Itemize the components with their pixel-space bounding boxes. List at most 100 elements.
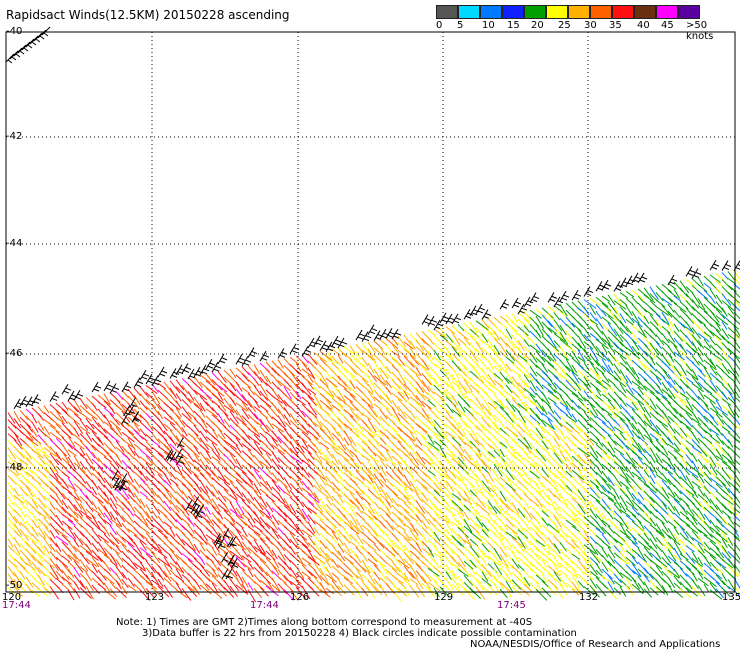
wind-barb: [703, 464, 712, 475]
wind-barb: [529, 407, 541, 421]
wind-barb: [637, 568, 649, 579]
wind-barb: [511, 411, 518, 421]
wind-barb: [13, 432, 23, 447]
wind-barb: [67, 547, 77, 560]
wind-barb: [49, 473, 62, 485]
wind-barb: [577, 335, 587, 349]
wind-barb: [679, 483, 692, 496]
wind-barb: [559, 325, 567, 336]
wind-barb: [319, 456, 330, 464]
wind-barb: [121, 536, 135, 548]
wind-barb: [619, 299, 628, 306]
flagged-barb: [583, 286, 594, 297]
wind-barb: [205, 569, 217, 578]
wind-barb: [667, 422, 676, 434]
wind-barb: [73, 567, 81, 578]
wind-barb: [703, 548, 717, 559]
wind-barb: [43, 426, 51, 436]
wind-barb: [457, 330, 470, 341]
wind-barb: [673, 491, 682, 501]
wind-barb: [145, 392, 155, 401]
wind-barb: [409, 459, 419, 470]
wind-barb: [649, 503, 658, 513]
wind-barb: [367, 579, 378, 593]
wind-barb: [145, 399, 157, 409]
wind-barb: [667, 464, 676, 472]
wind-barb: [571, 476, 580, 485]
wind-barb: [481, 522, 489, 532]
wind-barb: [517, 424, 525, 433]
wind-barb: [469, 475, 479, 483]
wind-barb: [505, 349, 516, 362]
wind-barb: [529, 547, 541, 561]
wind-barb: [661, 577, 672, 588]
wind-barb: [529, 421, 538, 430]
wind-barb: [97, 401, 107, 409]
wind-barb: [283, 435, 292, 446]
wind-barb: [613, 384, 621, 392]
wind-barb: [523, 346, 536, 359]
wind-barb: [427, 427, 441, 438]
wind-barb: [367, 355, 377, 363]
wind-barb: [379, 437, 387, 445]
wind-barb: [661, 542, 672, 552]
wind-barb: [643, 413, 653, 427]
wind-barb: [631, 310, 640, 324]
wind-barb: [625, 452, 636, 465]
wind-barb: [175, 428, 185, 440]
wind-barb: [589, 480, 600, 488]
wind-barb: [295, 523, 304, 536]
wind-barb: [469, 363, 478, 373]
wind-barb: [307, 521, 316, 534]
wind-barb: [271, 549, 278, 560]
wind-barb: [415, 360, 429, 371]
wind-barb: [451, 556, 461, 568]
wind-barb: [241, 422, 251, 430]
wind-barb: [145, 385, 158, 394]
wind-barb: [277, 380, 291, 392]
wind-barb: [451, 500, 464, 512]
wind-barb: [127, 500, 136, 513]
wind-barb: [529, 575, 539, 585]
wind-barb: [175, 421, 184, 433]
wind-barb: [547, 467, 558, 480]
wind-barb: [103, 477, 113, 489]
wind-barb: [145, 455, 153, 465]
wind-barb: [493, 471, 500, 480]
wind-barb: [451, 332, 461, 346]
flagged-barb: [17, 44, 27, 55]
wind-barb: [679, 518, 691, 527]
wind-barb: [607, 483, 616, 491]
wind-barb: [685, 321, 695, 335]
wind-barb: [433, 566, 443, 575]
wind-barb: [355, 484, 365, 495]
wind-barb: [577, 538, 586, 551]
wind-barb: [427, 343, 435, 352]
wind-barb: [661, 536, 672, 549]
wind-barb: [223, 509, 236, 522]
wind-barb: [397, 489, 410, 501]
wind-barb: [373, 445, 384, 457]
wind-barb: [271, 556, 280, 569]
wind-barb: [355, 358, 364, 368]
legend-swatch: [634, 5, 656, 19]
wind-barb: [67, 477, 77, 492]
wind-barb: [715, 273, 725, 281]
wind-barb: [313, 478, 322, 491]
wind-barb: [13, 530, 21, 538]
wind-barb: [733, 444, 740, 451]
wind-barb: [337, 578, 344, 588]
wind-barb: [223, 474, 234, 484]
wind-barb: [709, 274, 721, 284]
wind-barb: [217, 532, 226, 539]
wind-barb: [247, 421, 257, 432]
wind-barb: [643, 427, 653, 441]
wind-barb: [427, 399, 437, 408]
wind-barb: [163, 521, 172, 529]
wind-barb: [463, 462, 471, 472]
wind-barb: [73, 497, 83, 510]
wind-barb: [703, 555, 712, 567]
wind-barb: [679, 343, 687, 354]
wind-barb: [571, 567, 579, 577]
wind-barb: [7, 454, 16, 466]
